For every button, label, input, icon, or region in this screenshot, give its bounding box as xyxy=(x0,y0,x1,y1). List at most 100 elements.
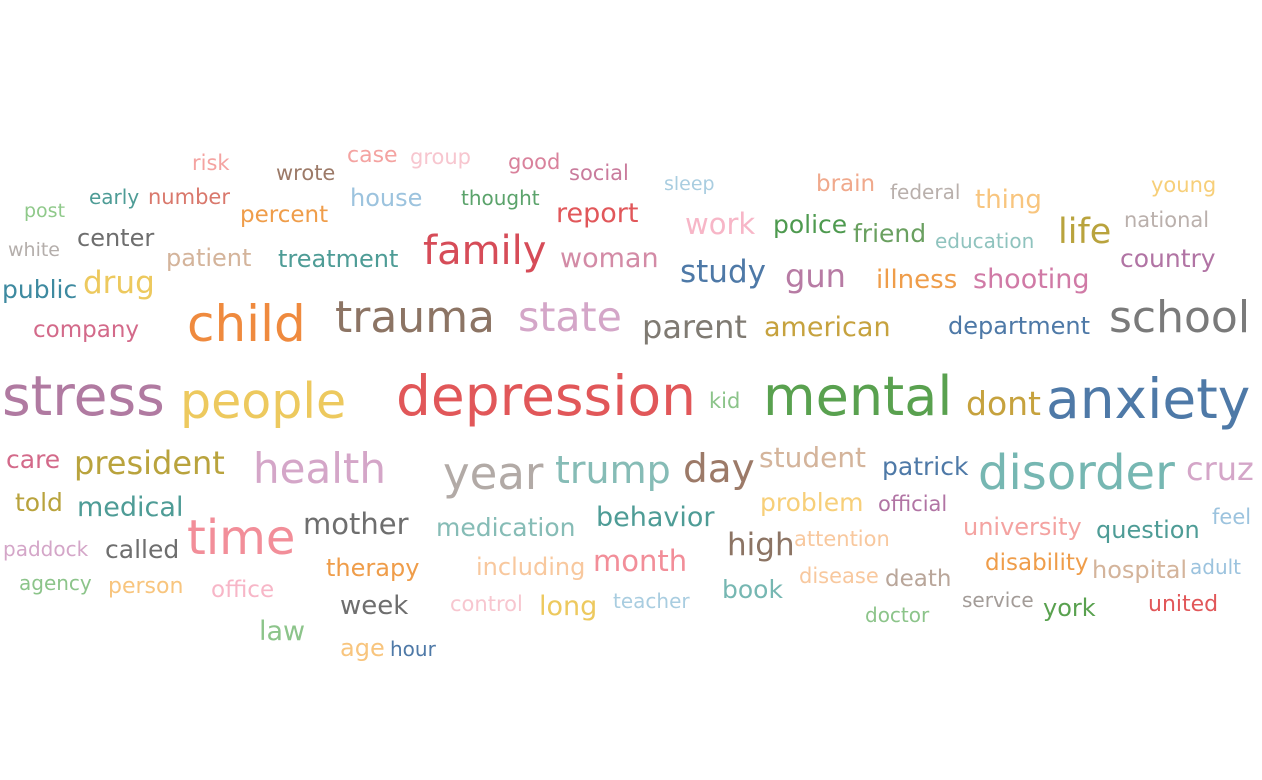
word-behavior: behavior xyxy=(596,502,715,533)
word-university: university xyxy=(963,513,1082,541)
word-stress: stress xyxy=(2,364,165,428)
word-family: family xyxy=(423,228,547,274)
word-country: country xyxy=(1120,244,1216,273)
word-brain: brain xyxy=(816,171,876,197)
word-dont: dont xyxy=(966,384,1041,423)
word-disorder: disorder xyxy=(978,445,1175,501)
word-service: service xyxy=(962,588,1034,612)
word-hour: hour xyxy=(390,637,436,661)
word-student: student xyxy=(759,441,867,474)
word-risk: risk xyxy=(192,151,230,175)
word-american: american xyxy=(764,312,891,343)
word-social: social xyxy=(569,161,629,185)
word-feel: feel xyxy=(1212,505,1252,529)
word-department: department xyxy=(948,312,1090,340)
word-office: office xyxy=(211,577,275,603)
word-disease: disease xyxy=(799,564,879,588)
word-company: company xyxy=(33,317,140,343)
word-long: long xyxy=(539,591,598,622)
word-report: report xyxy=(556,198,639,229)
word-young: young xyxy=(1151,173,1217,197)
word-paddock: paddock xyxy=(3,537,89,561)
word-gun: gun xyxy=(785,257,846,295)
word-percent: percent xyxy=(240,202,329,228)
word-official: official xyxy=(878,492,948,516)
word-therapy: therapy xyxy=(326,554,420,582)
word-wrote: wrote xyxy=(276,161,336,185)
word-control: control xyxy=(450,592,523,616)
word-death: death xyxy=(885,566,952,592)
word-care: care xyxy=(6,445,61,474)
word-post: post xyxy=(24,200,66,222)
word-health: health xyxy=(253,444,386,493)
word-day: day xyxy=(683,447,755,492)
word-agency: agency xyxy=(19,571,92,595)
word-age: age xyxy=(340,634,385,662)
word-adult: adult xyxy=(1190,555,1242,579)
word-mental: mental xyxy=(763,365,953,428)
word-center: center xyxy=(77,224,155,252)
word-patient: patient xyxy=(166,244,252,272)
word-doctor: doctor xyxy=(865,603,930,627)
word-friend: friend xyxy=(853,219,927,248)
word-case: case xyxy=(347,143,398,168)
word-president: president xyxy=(74,444,225,482)
word-time: time xyxy=(187,510,296,566)
word-week: week xyxy=(340,591,409,621)
word-illness: illness xyxy=(876,265,958,295)
word-disability: disability xyxy=(985,550,1089,576)
word-mother: mother xyxy=(303,507,409,541)
word-white: white xyxy=(8,239,60,261)
word-trump: trump xyxy=(555,448,671,492)
word-book: book xyxy=(722,575,783,604)
word-thought: thought xyxy=(461,186,540,210)
word-number: number xyxy=(148,185,230,209)
word-teacher: teacher xyxy=(613,589,690,613)
word-problem: problem xyxy=(760,488,864,517)
word-law: law xyxy=(259,616,306,647)
word-school: school xyxy=(1109,292,1251,343)
word-treatment: treatment xyxy=(278,245,399,273)
word-kid: kid xyxy=(709,389,741,413)
word-called: called xyxy=(105,535,180,564)
word-year: year xyxy=(443,447,544,500)
word-public: public xyxy=(2,275,78,304)
word-medication: medication xyxy=(436,513,576,542)
word-medical: medical xyxy=(77,492,184,523)
word-cruz: cruz xyxy=(1186,450,1254,488)
word-trauma: trauma xyxy=(335,292,496,343)
word-including: including xyxy=(476,553,586,581)
word-hospital: hospital xyxy=(1092,556,1188,584)
word-group: group xyxy=(410,145,471,169)
word-york: york xyxy=(1043,594,1096,622)
word-united: united xyxy=(1148,592,1219,617)
word-high: high xyxy=(727,527,795,563)
word-sleep: sleep xyxy=(664,173,715,195)
word-depression: depression xyxy=(396,364,697,428)
word-work: work xyxy=(685,207,756,241)
word-education: education xyxy=(935,229,1035,253)
word-anxiety: anxiety xyxy=(1046,367,1251,431)
word-attention: attention xyxy=(794,527,890,551)
word-month: month xyxy=(593,544,688,578)
word-early: early xyxy=(89,185,140,209)
word-state: state xyxy=(518,293,622,341)
word-good: good xyxy=(508,150,561,174)
word-people: people xyxy=(180,373,347,430)
word-question: question xyxy=(1096,516,1200,544)
word-thing: thing xyxy=(975,185,1042,215)
word-patrick: patrick xyxy=(882,452,969,481)
word-drug: drug xyxy=(83,265,155,301)
word-police: police xyxy=(773,210,848,239)
word-shooting: shooting xyxy=(973,264,1090,295)
word-person: person xyxy=(108,574,184,599)
word-house: house xyxy=(350,184,423,212)
word-national: national xyxy=(1124,208,1210,232)
word-federal: federal xyxy=(890,180,961,204)
word-study: study xyxy=(680,254,766,290)
word-child: child xyxy=(187,295,306,353)
word-parent: parent xyxy=(642,308,747,346)
word-woman: woman xyxy=(560,243,659,274)
word-told: told xyxy=(15,488,63,517)
